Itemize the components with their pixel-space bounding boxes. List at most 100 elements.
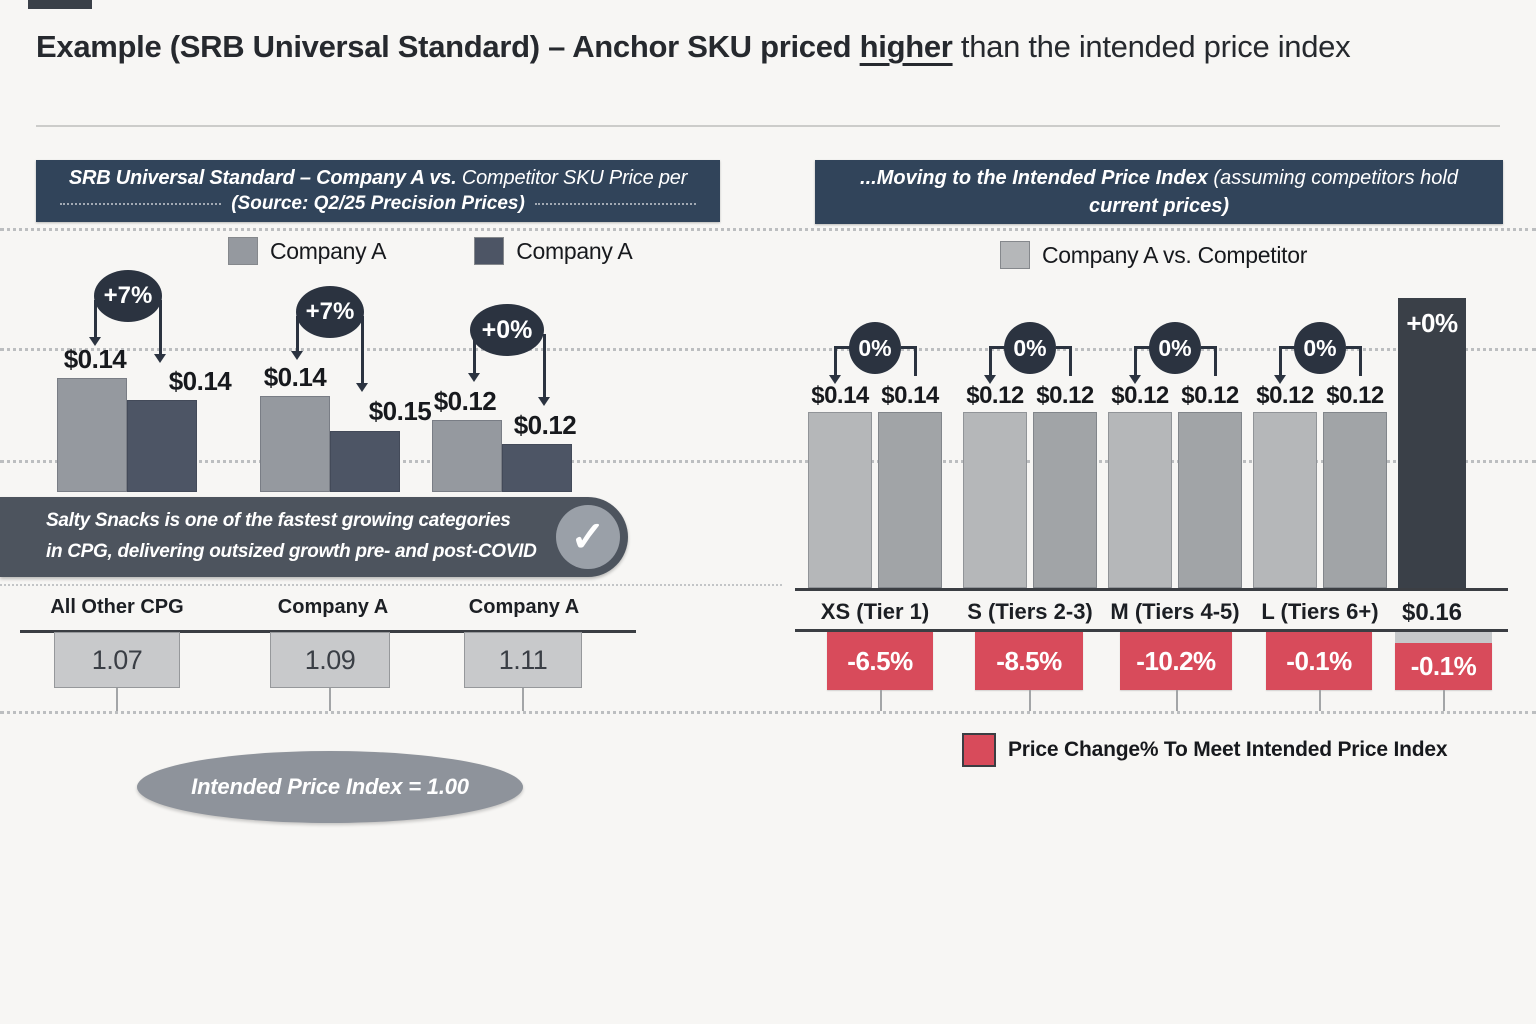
legend-label-company-a-dark: Company A [516, 237, 633, 264]
index-box-all-other-cpg: 1.07 [54, 632, 180, 688]
index-connector-3 [522, 688, 524, 711]
dotted-leader-left [60, 203, 222, 205]
arrow-down-pair1-left [89, 300, 101, 346]
title-regular: than the intended price index [952, 29, 1351, 64]
bar-pair1-competitor [127, 400, 197, 492]
elbow-arrow-xs [829, 346, 841, 384]
banner-text: Salty Snacks is one of the fastest growi… [0, 497, 628, 567]
change-box-l: -0.1% [1266, 632, 1372, 690]
index-connector-2 [329, 688, 331, 711]
right-header-regular: (assuming competitors hold [1213, 167, 1458, 189]
elbow-h-right-xs [901, 346, 917, 349]
arrow-down-pair3-right [538, 334, 550, 406]
right-header-bold2: current prices) [1088, 195, 1230, 217]
change-s-text: -8.5% [996, 645, 1062, 676]
legend-swatch-company-a-vs-competitor [1000, 241, 1030, 269]
bar-pair3-competitor [502, 444, 572, 492]
elbow-v-right-xs [914, 346, 917, 376]
arrow-down-pair2-right [356, 316, 368, 392]
corner-mark [28, 0, 92, 9]
value-pair1-dark: $0.14 [168, 366, 232, 396]
intended-price-index-text: Intended Price Index = 1.00 [191, 774, 469, 799]
value-pair2-dark: $0.15 [368, 396, 432, 426]
dotted-leader-right [534, 203, 697, 205]
right-second-line [795, 629, 1508, 632]
right-header-bold1: ...Moving to the Intended Price Index [860, 167, 1214, 189]
left-header-line1-bold: SRB Universal Standard – Company A vs. [68, 167, 457, 189]
index-value-2: 1.09 [304, 644, 356, 675]
bar-s-competitor [1033, 412, 1097, 588]
page-title: Example (SRB Universal Standard) – Ancho… [36, 24, 1498, 69]
change-box-anchor-red: -0.1% [1395, 643, 1492, 690]
elbow-arrow-s [984, 346, 996, 384]
tier-label-xs: XS (Tier 1) [820, 599, 930, 624]
bar-pair3-company-a [432, 420, 502, 492]
elbow-h-right-s [1056, 346, 1072, 349]
dotted-line-bottom [0, 711, 1536, 714]
change-m-text: -10.2% [1136, 645, 1216, 676]
change-box-s: -8.5% [975, 632, 1083, 690]
left-legend: Company A Company A [228, 237, 633, 265]
gridline-lower [0, 460, 1536, 463]
value-pair2-light: $0.14 [263, 362, 327, 392]
index-label-company-a-1: Company A [277, 596, 389, 618]
callout-banner: Salty Snacks is one of the fastest growi… [0, 497, 628, 577]
value-pair1-light: $0.14 [63, 344, 127, 374]
right-axis-line [795, 588, 1508, 591]
change-anchor-text: -0.1% [1410, 651, 1477, 681]
intended-price-index-ellipse: Intended Price Index = 1.00 [137, 751, 523, 823]
price-m-competitor: $0.12 [1181, 382, 1239, 409]
index-box-company-a-1: 1.09 [270, 632, 390, 688]
price-xs-company: $0.14 [811, 382, 869, 409]
pair2-badge-text: +7% [305, 298, 355, 325]
elbow-arrow-l [1274, 346, 1286, 384]
change-box-anchor-cap [1395, 632, 1492, 643]
left-header-line1-regular: Competitor SKU Price per [456, 167, 688, 189]
badge-l: 0% [1294, 322, 1346, 374]
legend-label-company-a-light: Company A [270, 237, 387, 264]
index-box-company-a-2: 1.11 [464, 632, 582, 688]
dotted-line-left-baseline [0, 584, 782, 586]
change-connector-anchor [1443, 690, 1445, 711]
badge-m-text: 0% [1158, 334, 1192, 361]
price-l-company: $0.12 [1256, 382, 1314, 409]
bar-m-company [1108, 412, 1172, 588]
tier-label-s: S (Tiers 2-3) [967, 599, 1093, 624]
price-change-legend-swatch [962, 733, 996, 767]
arrow-down-pair3-left [468, 334, 480, 382]
bar-s-company [963, 412, 1027, 588]
price-change-legend: Price Change% To Meet Intended Price Ind… [962, 733, 1448, 767]
index-value-3: 1.11 [498, 644, 548, 675]
bar-m-competitor [1178, 412, 1242, 588]
tier-label-l: L (Tiers 6+) [1261, 599, 1379, 624]
index-value-1: 1.07 [91, 644, 143, 675]
dotted-line-under-headers [0, 228, 1536, 231]
checkmark-circle: ✓ [556, 505, 620, 569]
badge-s-text: 0% [1013, 334, 1047, 361]
left-panel-header: SRB Universal Standard – Company A vs. C… [36, 160, 720, 222]
bar-pair2-company-a [260, 396, 330, 492]
price-s-competitor: $0.12 [1036, 382, 1094, 409]
badge-s: 0% [1004, 322, 1056, 374]
index-connector-1 [116, 688, 118, 711]
pair3-change-badge: +0% [470, 304, 544, 356]
change-connector-m [1176, 690, 1178, 711]
elbow-h-left-xs [834, 346, 850, 349]
price-xs-competitor: $0.14 [881, 382, 939, 409]
bar-anchor-sku: +0% [1398, 298, 1466, 588]
index-label-company-a-2: Company A [468, 596, 580, 618]
badge-xs-text: 0% [858, 334, 892, 361]
banner-bold: Salty Snacks [46, 510, 160, 531]
price-s-company: $0.12 [966, 382, 1024, 409]
right-panel-header: ...Moving to the Intended Price Index (a… [815, 160, 1503, 224]
anchor-price-label: $0.16 [1401, 599, 1463, 626]
elbow-h-right-m [1201, 346, 1217, 349]
elbow-h-left-l [1279, 346, 1295, 349]
bar-pair2-competitor [330, 431, 400, 492]
right-header-text: ...Moving to the Intended Price Index (a… [843, 164, 1475, 220]
value-pair3-dark: $0.12 [513, 410, 577, 440]
right-legend: Company A vs. Competitor [1000, 241, 1307, 269]
elbow-h-right-l [1346, 346, 1362, 349]
arrow-down-pair2-left [291, 316, 303, 360]
